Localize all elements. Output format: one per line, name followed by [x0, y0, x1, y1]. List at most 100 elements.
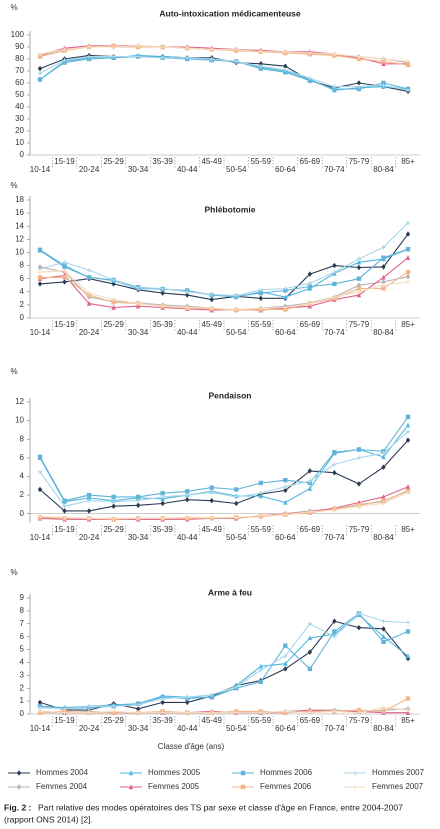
panel-title: Arme à feu: [208, 587, 252, 597]
x-tick-label: 20-24: [79, 533, 100, 542]
marker: [160, 44, 165, 50]
marker: [37, 514, 43, 519]
marker: [307, 50, 313, 56]
marker: [62, 263, 67, 268]
x-tick-label: 65-69: [300, 525, 321, 534]
marker: [111, 516, 116, 521]
x-tick-label: 85+: [401, 157, 415, 166]
marker: [283, 643, 288, 648]
x-tick-label: 50-54: [226, 724, 247, 733]
marker: [37, 269, 43, 275]
y-tick-label: 4: [20, 658, 25, 667]
marker: [135, 706, 141, 712]
marker: [356, 80, 362, 86]
marker: [111, 503, 116, 509]
marker: [62, 268, 67, 273]
x-tick-label: 45-49: [201, 716, 222, 725]
marker: [62, 58, 67, 63]
x-tick-label: 80-84: [373, 328, 394, 337]
y-tick-label: 80: [15, 54, 24, 63]
marker: [185, 699, 190, 706]
marker: [307, 271, 313, 277]
marker: [258, 667, 263, 673]
marker: [381, 619, 386, 624]
marker: [356, 710, 362, 715]
series-line: [39, 233, 409, 301]
y-tick-label: 1: [20, 696, 25, 705]
marker: [307, 509, 313, 515]
y-unit: %: [10, 367, 17, 376]
y-tick-label: 6: [20, 453, 25, 462]
marker: [258, 49, 263, 54]
marker: [185, 492, 190, 498]
marker: [62, 515, 67, 520]
marker: [62, 275, 67, 280]
marker: [332, 281, 337, 287]
marker: [160, 494, 165, 500]
marker: [209, 47, 214, 52]
caption-label: Fig. 2 :: [4, 802, 32, 812]
marker: [234, 515, 239, 520]
series-line: [39, 614, 409, 709]
marker: [111, 54, 116, 59]
x-tick-label: 30-34: [128, 328, 149, 337]
marker: [160, 710, 165, 715]
marker: [86, 290, 92, 296]
y-tick-label: 0: [20, 313, 25, 322]
marker: [209, 497, 214, 504]
marker: [258, 287, 263, 293]
marker: [381, 498, 386, 503]
x-tick-label: 60-64: [275, 328, 296, 337]
marker: [381, 501, 386, 506]
marker: [356, 455, 362, 461]
marker: [209, 292, 214, 297]
series-line: [39, 56, 409, 90]
marker: [135, 54, 141, 59]
y-tick-label: 2: [20, 300, 25, 309]
marker: [356, 289, 362, 294]
legend-label: Hommes 2007: [372, 768, 425, 777]
y-tick-label: 100: [11, 30, 25, 39]
marker: [209, 56, 214, 62]
legend-label: Hommes 2005: [148, 768, 201, 777]
marker: [381, 283, 386, 288]
marker: [307, 284, 313, 289]
x-tick-label: 65-69: [300, 716, 321, 725]
y-tick-label: 4: [20, 472, 25, 481]
x-tick-label: 50-54: [226, 328, 247, 337]
marker: [258, 66, 263, 71]
marker: [209, 296, 214, 303]
x-tick-label: 55-59: [251, 157, 272, 166]
marker: [37, 264, 43, 270]
marker: [405, 62, 411, 68]
marker: [128, 770, 134, 776]
x-tick-label: 40-44: [177, 328, 198, 337]
y-tick-label: 60: [15, 78, 24, 87]
x-tick-label: 30-34: [128, 724, 149, 733]
marker: [283, 286, 288, 291]
x-tick-label: 85+: [401, 525, 415, 534]
marker: [258, 295, 263, 302]
marker: [356, 707, 362, 713]
legend-label: Femmes 2007: [372, 782, 424, 791]
marker: [160, 290, 165, 296]
marker: [234, 307, 239, 312]
marker: [405, 710, 411, 715]
x-tick-label: 30-34: [128, 165, 149, 174]
marker: [37, 52, 43, 57]
marker: [332, 634, 337, 639]
x-tick-label: 25-29: [103, 525, 124, 534]
x-tick-label: 85+: [401, 716, 415, 725]
marker: [381, 450, 386, 456]
marker: [405, 59, 411, 64]
x-tick-label: 50-54: [226, 533, 247, 542]
marker: [332, 262, 337, 269]
marker: [332, 629, 337, 634]
marker: [283, 294, 288, 300]
marker: [62, 47, 67, 52]
y-tick-label: 0: [20, 509, 25, 518]
marker: [37, 71, 43, 76]
marker: [16, 784, 22, 790]
y-tick-label: 2: [20, 490, 25, 499]
series-line: [39, 491, 409, 519]
